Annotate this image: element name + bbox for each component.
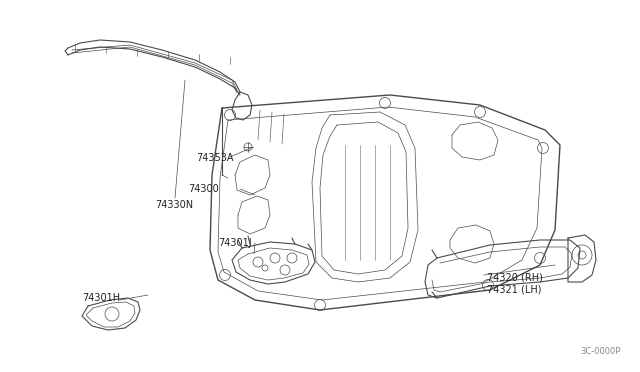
- Text: 74300: 74300: [188, 184, 219, 194]
- Text: 74320 (RH): 74320 (RH): [487, 273, 543, 283]
- Text: 74330N: 74330N: [155, 200, 193, 210]
- Text: 74353A: 74353A: [196, 153, 234, 163]
- Text: 74321 (LH): 74321 (LH): [487, 285, 541, 295]
- Text: 3C-0000P: 3C-0000P: [580, 347, 620, 356]
- Text: 74301J: 74301J: [218, 238, 252, 248]
- Text: 74301H: 74301H: [82, 293, 120, 303]
